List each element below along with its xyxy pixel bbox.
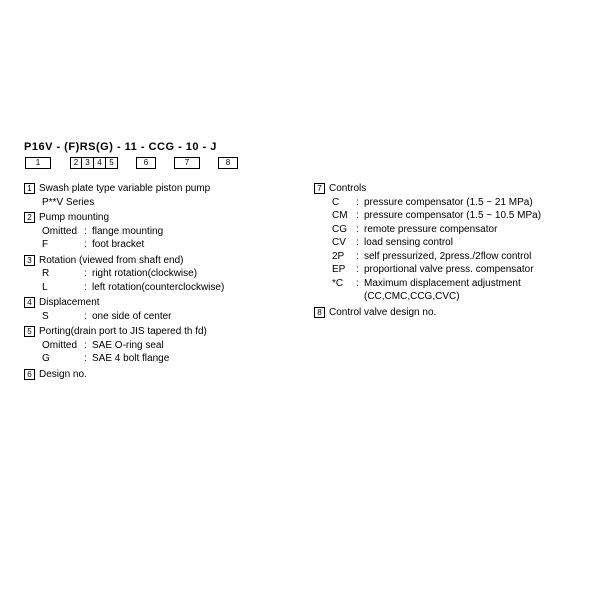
- pos-box-2: 2: [70, 157, 82, 169]
- entry-num: 4: [24, 297, 35, 308]
- item-key: *C: [332, 277, 356, 291]
- pos-box-6: 6: [136, 157, 156, 169]
- entry-num: 1: [24, 183, 35, 194]
- pos-box-5: 5: [106, 157, 118, 169]
- entry-5: 5 Porting(drain port to JIS tapered th f…: [24, 325, 286, 366]
- entry-title: Rotation (viewed from shaft end): [39, 254, 184, 268]
- entry-8: 8 Control valve design no.: [314, 306, 576, 320]
- item-val: one side of center: [92, 310, 172, 324]
- entry-title: Porting(drain port to JIS tapered th fd): [39, 325, 207, 339]
- entry-7: 7 Controls C:pressure compensator (1.5 ~…: [314, 182, 576, 304]
- item-val: pressure compensator (1.5 ~ 21 MPa): [364, 196, 533, 210]
- item-val: self pressurized, 2press./2flow control: [364, 250, 531, 264]
- entry-num: 6: [24, 369, 35, 380]
- item-key: EP: [332, 263, 356, 277]
- item-key: L: [42, 281, 84, 295]
- entry-num: 5: [24, 326, 35, 337]
- item-val: proportional valve press. compensator: [364, 263, 534, 277]
- item-key: G: [42, 352, 84, 366]
- entry-3: 3 Rotation (viewed from shaft end) R:rig…: [24, 254, 286, 295]
- entry-num: 8: [314, 307, 325, 318]
- pos-box-7: 7: [174, 157, 200, 169]
- item-key: CG: [332, 223, 356, 237]
- right-column: 7 Controls C:pressure compensator (1.5 ~…: [314, 182, 576, 383]
- item-key: R: [42, 267, 84, 281]
- item-val: left rotation(counterclockwise): [92, 281, 224, 295]
- entry-num: 7: [314, 183, 325, 194]
- entry-tail: (CC,CMC,CCG,CVC): [314, 290, 576, 304]
- pos-box-4: 4: [94, 157, 106, 169]
- entry-title: Design no.: [39, 368, 87, 382]
- pos-box-8: 8: [218, 157, 238, 169]
- entry-title: Swash plate type variable piston pump: [39, 182, 210, 196]
- item-val: SAE O-ring seal: [92, 339, 164, 353]
- entry-title: Control valve design no.: [329, 306, 436, 320]
- item-val: flange mounting: [92, 225, 163, 239]
- item-val: pressure compensator (1.5 ~ 10.5 MPa): [364, 209, 541, 223]
- model-code: P16V - (F)RS(G) - 11 - CCG - 10 - J: [24, 140, 576, 155]
- pos-box-1: 1: [25, 157, 51, 169]
- item-key: C: [332, 196, 356, 210]
- position-boxes-row: 1 2345 6 7 8: [24, 157, 576, 171]
- item-val: SAE 4 bolt flange: [92, 352, 169, 366]
- item-key: Omitted: [42, 339, 84, 353]
- entry-6: 6 Design no.: [24, 368, 286, 382]
- entry-title: Pump mounting: [39, 211, 109, 225]
- entry-num: 3: [24, 255, 35, 266]
- item-val: foot bracket: [92, 238, 144, 252]
- entry-1: 1 Swash plate type variable piston pump …: [24, 182, 286, 209]
- entry-4: 4 Displacement S:one side of center: [24, 296, 286, 323]
- item-key: Omitted: [42, 225, 84, 239]
- item-key: S: [42, 310, 84, 324]
- item-val: remote pressure compensator: [364, 223, 497, 237]
- left-column: 1 Swash plate type variable piston pump …: [24, 182, 286, 383]
- item-val: right rotation(clockwise): [92, 267, 197, 281]
- item-val: load sensing control: [364, 236, 453, 250]
- item-key: CV: [332, 236, 356, 250]
- entry-title: Displacement: [39, 296, 100, 310]
- item-val: Maximum displacement adjustment: [364, 277, 521, 291]
- entry-2: 2 Pump mounting Omitted:flange mounting …: [24, 211, 286, 252]
- entry-title: Controls: [329, 182, 366, 196]
- item-key: 2P: [332, 250, 356, 264]
- entry-num: 2: [24, 212, 35, 223]
- pos-box-3: 3: [82, 157, 94, 169]
- entry-sub: P**V Series: [24, 196, 286, 210]
- item-key: F: [42, 238, 84, 252]
- item-key: CM: [332, 209, 356, 223]
- definition-columns: 1 Swash plate type variable piston pump …: [24, 182, 576, 383]
